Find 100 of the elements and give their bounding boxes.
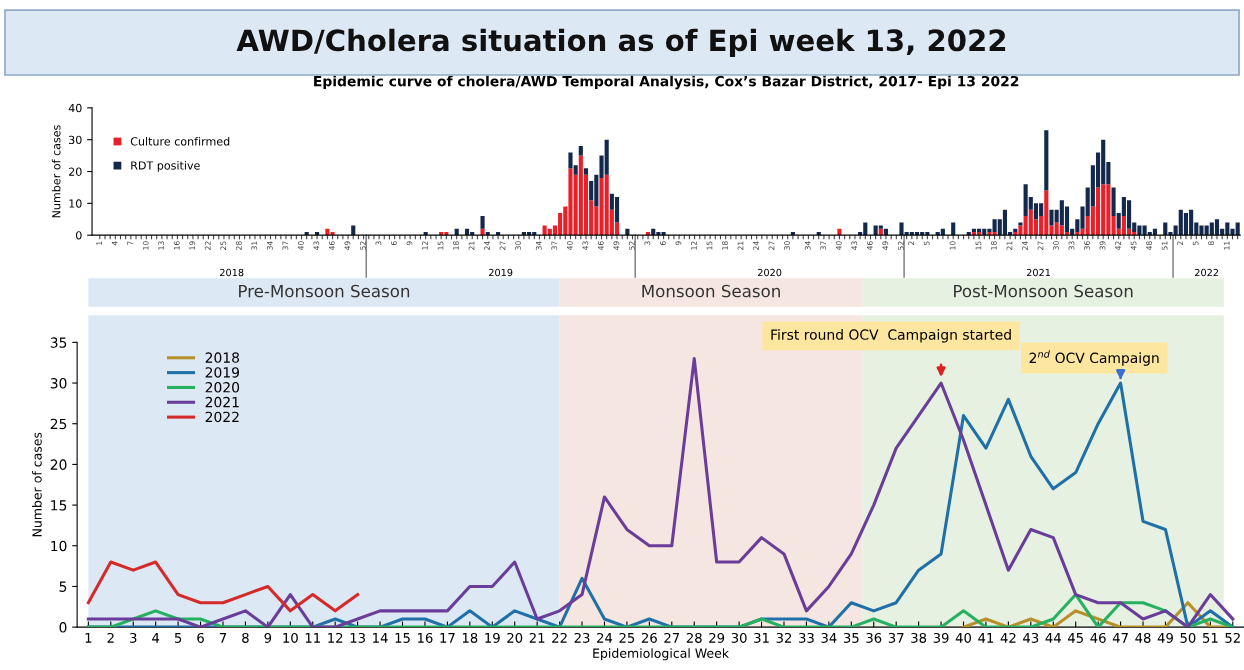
y-tick-label: 35 bbox=[50, 337, 67, 348]
bar bbox=[454, 228, 459, 236]
band-label: Monsoon Season bbox=[642, 284, 780, 298]
x-tick-label: 50 bbox=[1180, 632, 1196, 643]
bar bbox=[314, 231, 320, 236]
bar bbox=[790, 231, 795, 236]
x-tick-label: 41 bbox=[978, 633, 994, 643]
bar bbox=[1018, 222, 1023, 226]
legend-label: 2018 bbox=[205, 352, 240, 363]
bar bbox=[625, 228, 630, 236]
bar bbox=[878, 228, 883, 236]
x-tick-label: 47 bbox=[1112, 633, 1128, 643]
text: 2022 bbox=[1194, 268, 1219, 277]
y-tick-label: 0 bbox=[59, 622, 67, 633]
x-tick-label: 19 bbox=[485, 632, 500, 643]
bar bbox=[940, 228, 945, 236]
legend-label: 2019 bbox=[205, 367, 240, 378]
x-tick-label: 8 bbox=[242, 632, 249, 643]
x-tick-label: 5 bbox=[174, 633, 182, 643]
legend-label: Culture confirmed bbox=[130, 136, 230, 146]
bar bbox=[480, 228, 485, 236]
x-tick-label: 17 bbox=[440, 633, 455, 643]
x-tick-label: 26 bbox=[641, 632, 657, 643]
y-tick-label: 20 bbox=[50, 459, 67, 470]
x-tick-label: 37 bbox=[888, 632, 904, 643]
x-tick-label: 29 bbox=[709, 632, 725, 643]
y-tick-label: 25 bbox=[50, 418, 67, 430]
bar bbox=[661, 231, 666, 236]
x-tick-label: 42 bbox=[1000, 632, 1016, 643]
x-tick-label: 9 bbox=[264, 632, 272, 643]
text: 2021 bbox=[1026, 268, 1051, 277]
x-tick-label: 31 bbox=[754, 632, 769, 643]
y-tick-label: 30 bbox=[50, 378, 67, 389]
bar bbox=[966, 231, 971, 236]
y-tick-label: 20 bbox=[69, 167, 82, 176]
bar bbox=[1044, 130, 1049, 191]
band-label: Post-Monsoon Season bbox=[954, 284, 1133, 298]
x-tick-label: 32 bbox=[776, 632, 792, 643]
x-tick-label: 21 bbox=[529, 632, 545, 643]
band-label: Pre-Monsoon Season bbox=[239, 284, 410, 298]
bar bbox=[351, 225, 356, 236]
bar bbox=[914, 231, 920, 236]
x-tick-label: 22 bbox=[552, 632, 567, 643]
x-tick-label: 1 bbox=[85, 633, 92, 643]
bar bbox=[614, 196, 620, 223]
bar bbox=[1214, 219, 1220, 236]
text: 2019 bbox=[488, 268, 513, 277]
bar bbox=[951, 222, 956, 236]
x-tick-label: 34 bbox=[821, 632, 837, 643]
bar bbox=[816, 231, 821, 236]
y-axis-title: Number of cases bbox=[51, 125, 61, 218]
x-tick-label: 35 bbox=[843, 632, 859, 643]
x-tick-label: 15 bbox=[395, 633, 410, 643]
y-tick-label: 10 bbox=[69, 199, 82, 208]
x-tick-label: 16 bbox=[418, 632, 433, 643]
x-tick-label: 51 bbox=[1202, 633, 1218, 643]
x-tick-label: 20 bbox=[507, 632, 523, 643]
x-tick-label: 7 bbox=[219, 633, 227, 643]
y-tick-label: 5 bbox=[59, 581, 67, 592]
x-tick-label: 3 bbox=[130, 632, 137, 643]
bar bbox=[992, 231, 997, 236]
y-tick-label: 40 bbox=[68, 103, 82, 113]
annotation: 2$^{nd}$ OCV Campaign bbox=[1029, 350, 1159, 366]
y-tick-label: 15 bbox=[51, 500, 67, 511]
bar bbox=[883, 228, 889, 236]
legend-label: 2021 bbox=[205, 396, 239, 408]
x-tick-label: 40 bbox=[955, 632, 972, 643]
x-tick-label: 44 bbox=[1045, 633, 1061, 643]
legend-label: 2022 bbox=[205, 411, 239, 423]
x-tick-label: 52 bbox=[1225, 632, 1240, 643]
x-tick-label: 10 bbox=[283, 632, 298, 643]
legend-label: RDT positive bbox=[131, 161, 200, 172]
bar bbox=[304, 231, 309, 236]
x-tick-label: 43 bbox=[1023, 632, 1039, 643]
x-tick-label: 4 bbox=[152, 633, 160, 643]
bar bbox=[1183, 212, 1189, 236]
line-series bbox=[86, 593, 1235, 628]
legend-label: 2020 bbox=[205, 382, 240, 393]
y-tick-label: 30 bbox=[69, 135, 82, 145]
chart-subtitle: Epidemic curve of cholera/AWD Temporal Analysis, Cox’s Bazar District, 2017- Epi 13 2022 bbox=[314, 75, 1019, 90]
bar bbox=[1013, 228, 1018, 232]
x-tick-label: 38 bbox=[911, 632, 927, 643]
text: 2020 bbox=[757, 268, 782, 277]
x-tick-label: 12 bbox=[328, 632, 343, 643]
bar bbox=[651, 228, 656, 236]
x-tick-label: 48 bbox=[1135, 632, 1151, 643]
bar bbox=[645, 231, 651, 236]
bar bbox=[583, 168, 589, 175]
bar bbox=[578, 146, 583, 156]
x-tick-label: 49 bbox=[1157, 632, 1173, 643]
x-tick-label: 39 bbox=[933, 632, 949, 643]
y-tick-label: 0 bbox=[76, 231, 82, 240]
x-tick-label: 46 bbox=[1090, 632, 1106, 643]
chart-title: AWD/Cholera situation as of Epi week 13, 2022 bbox=[236, 28, 1006, 57]
x-tick-label: 13 bbox=[350, 632, 365, 643]
x-tick-label: 27 bbox=[664, 632, 680, 643]
bar bbox=[987, 231, 992, 236]
x-tick-label: 45 bbox=[1067, 633, 1083, 643]
x-tick-label: 23 bbox=[574, 632, 590, 643]
bar bbox=[439, 231, 444, 236]
